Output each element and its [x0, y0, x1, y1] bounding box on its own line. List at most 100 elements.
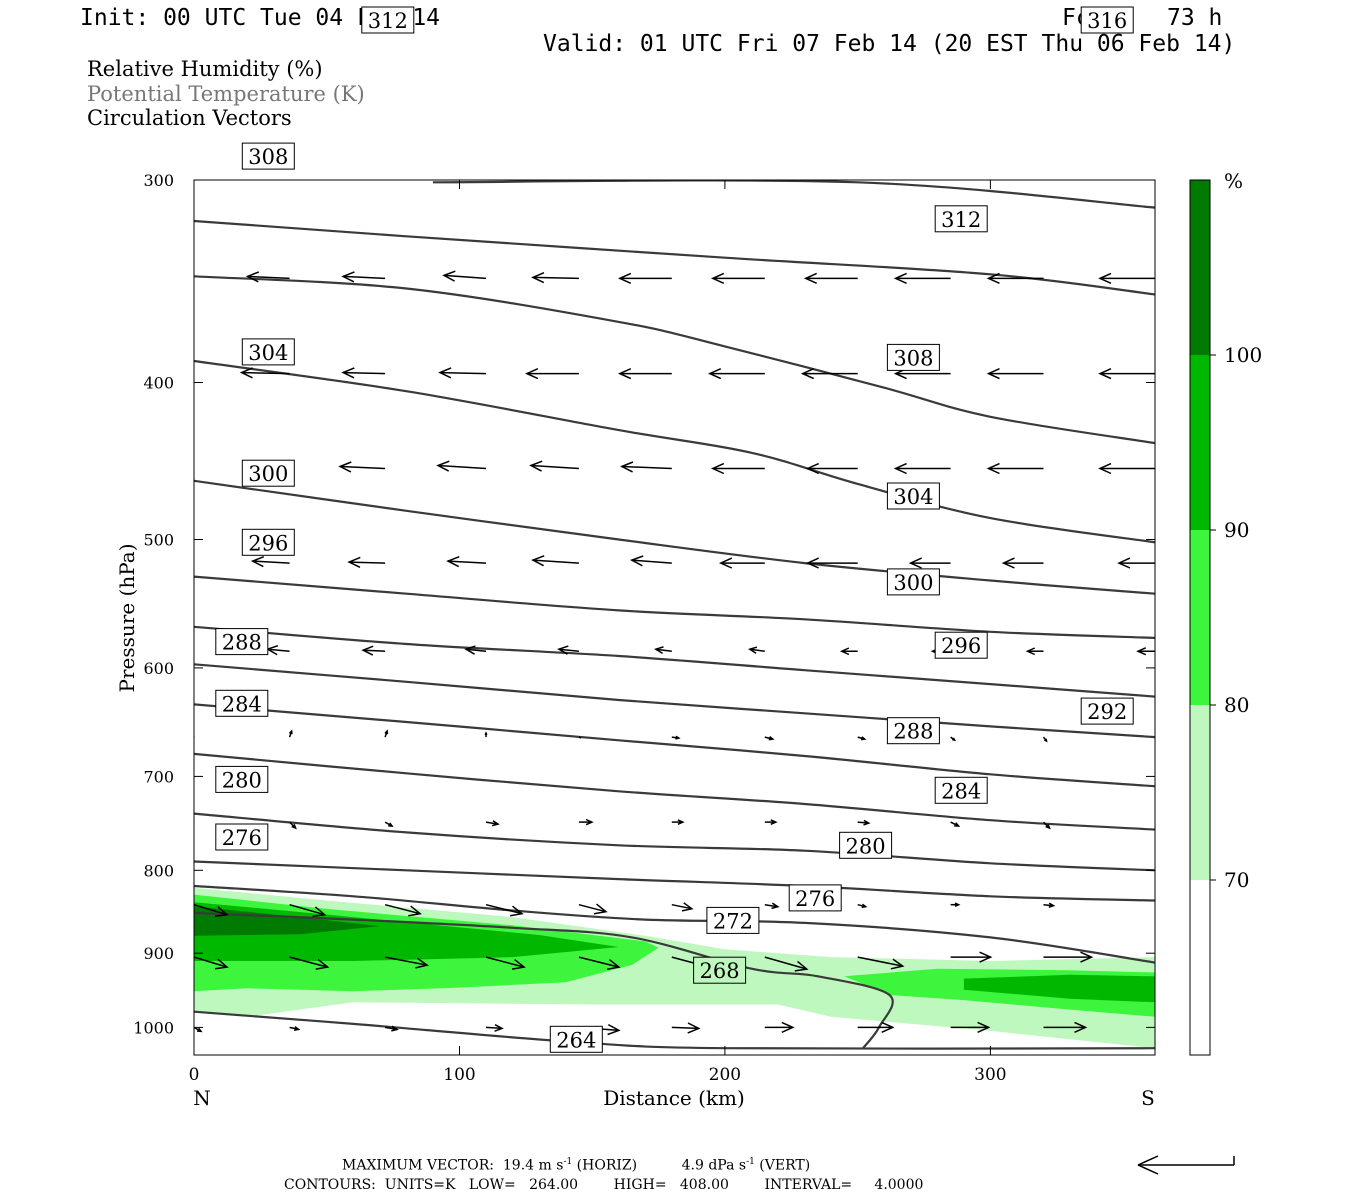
vector-head — [464, 645, 476, 655]
isentrope-label-276: 276 — [215, 823, 269, 851]
vector-head — [525, 368, 539, 380]
horizontal-unit-exponent: -1 — [563, 1157, 573, 1167]
vector-head — [710, 272, 725, 284]
isentrope-label-box — [241, 459, 295, 487]
circulation-vector — [341, 271, 386, 283]
isentrope-label-box — [934, 776, 988, 804]
vector-shaft — [485, 821, 499, 825]
isentrope-label-308: 308 — [241, 142, 295, 170]
isentrope-label-box — [934, 631, 988, 659]
isentrope-label-text: 312 — [368, 9, 408, 33]
vector-head — [291, 823, 297, 830]
circulation-vector — [485, 903, 524, 917]
isentrope-label-280: 280 — [839, 831, 893, 859]
circulation-vector — [250, 556, 290, 568]
colorbar-label: 100 — [1224, 343, 1262, 367]
vector-head — [347, 556, 361, 568]
circulation-vector — [529, 460, 579, 472]
vector-head — [1136, 647, 1147, 656]
circulation-vector — [578, 956, 621, 971]
isentrope-label-text: 288 — [893, 720, 933, 744]
circulation-vectors — [194, 270, 1166, 1036]
circulation-vector — [194, 903, 229, 917]
rh-area-90 — [963, 974, 1155, 1003]
vector-head — [408, 905, 422, 917]
circulation-vector — [986, 462, 1044, 475]
isentrope-label-box — [839, 831, 893, 859]
circulation-vector — [950, 736, 957, 742]
vector-head — [781, 1021, 795, 1033]
isentrope-296 — [194, 625, 1155, 698]
colorbar-segment — [1190, 355, 1210, 530]
y-tick-label: 1000 — [133, 1018, 174, 1037]
vector-shaft — [578, 903, 607, 913]
vector-head — [388, 822, 394, 828]
vector-head — [619, 461, 634, 473]
vector-shaft — [671, 903, 692, 910]
horizontal-tag: (HORIZ) — [576, 1157, 638, 1174]
isentrope-label-308: 308 — [886, 343, 940, 371]
vector-shaft — [384, 903, 421, 915]
isentrope-292 — [194, 663, 1155, 739]
isentrope-288 — [194, 703, 1155, 788]
vector-head — [977, 1021, 991, 1033]
vector-head — [438, 367, 452, 379]
vector-head — [196, 1027, 203, 1033]
vertical-max-value: 4.9 dPa s — [681, 1157, 747, 1174]
vector-head — [239, 367, 253, 379]
circulation-vector — [908, 557, 951, 569]
circulation-vector — [194, 277, 195, 279]
vector-shaft — [1154, 822, 1155, 824]
vector-head — [315, 959, 330, 970]
vector-shaft — [194, 277, 195, 279]
colorbar-segment — [1190, 880, 1210, 1055]
isentrope-label-292: 292 — [1080, 697, 1134, 725]
circulation-vector — [1043, 902, 1056, 909]
circulation-vector — [484, 731, 488, 738]
y-axis-title: Pressure (hPa) — [115, 544, 139, 693]
circulation-vector — [764, 956, 809, 972]
colorbar-frame — [1189, 179, 1211, 1056]
isentrope-label-276: 276 — [788, 884, 842, 912]
vector-head — [908, 557, 922, 569]
isentrope-labels: 264 268 272 276 276 280 280 284 284 288 288 292 296 2… — [215, 6, 1134, 1053]
vector-head — [384, 729, 389, 735]
vector-head — [617, 368, 632, 380]
vector-head — [1161, 903, 1166, 907]
isentrope-label-text: 292 — [1087, 700, 1127, 724]
vector-head — [1043, 738, 1048, 743]
isentrope-300 — [194, 575, 1155, 639]
vector-head — [979, 951, 993, 963]
max-vector-label: MAXIMUM VECTOR: — [342, 1157, 494, 1174]
vector-head — [890, 958, 905, 970]
vector-head — [288, 729, 293, 735]
circulation-vector — [347, 556, 386, 568]
circulation-vector — [800, 368, 858, 380]
vector-shaft — [1154, 737, 1155, 739]
vector-head — [954, 822, 961, 827]
isentrope-label-300: 300 — [886, 568, 940, 596]
vector-head — [771, 902, 780, 910]
vector-shaft — [241, 371, 290, 375]
colorbar-segment — [1190, 530, 1210, 705]
circulation-vector — [341, 367, 386, 379]
vector-head — [1080, 951, 1094, 963]
vector-head — [341, 271, 355, 283]
vector-head — [1098, 272, 1112, 284]
circulation-vector — [239, 367, 290, 379]
circulation-vector — [1154, 737, 1155, 739]
vector-head — [214, 906, 229, 917]
isentrope-label-296: 296 — [934, 631, 988, 659]
y-tick-label: 300 — [143, 171, 174, 190]
circulation-vector — [718, 557, 765, 569]
vector-head — [718, 557, 733, 569]
circulation-vector — [950, 821, 961, 827]
vector-shaft — [530, 464, 579, 470]
circulation-vector — [1042, 821, 1051, 830]
circulation-vector — [194, 1026, 203, 1033]
circulation-vector — [485, 956, 526, 970]
isentrope-label-268: 268 — [693, 956, 747, 984]
circulation-vector — [986, 272, 1044, 284]
isentrope-label-box — [215, 628, 269, 656]
